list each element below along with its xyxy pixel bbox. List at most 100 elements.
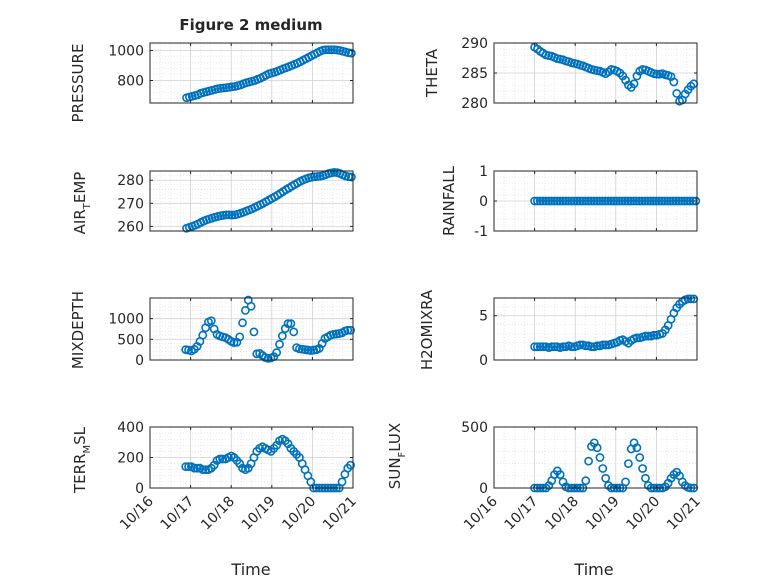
y-tick-label: 280 bbox=[117, 173, 144, 189]
data-point bbox=[629, 79, 639, 89]
figure-title: Figure 2 medium bbox=[179, 16, 322, 34]
data-point bbox=[643, 331, 653, 341]
xlabel-right: Time bbox=[573, 560, 613, 579]
y-tick-label: 270 bbox=[117, 196, 144, 212]
ylabel-terr-msl-sub: M bbox=[82, 445, 93, 454]
data-point bbox=[184, 462, 193, 472]
data-point bbox=[691, 196, 701, 206]
y-tick-label: 400 bbox=[117, 420, 144, 436]
data-point bbox=[181, 462, 191, 472]
data-point bbox=[561, 196, 571, 206]
data-point bbox=[533, 342, 542, 352]
y-tick-label: 285 bbox=[461, 66, 488, 82]
axes-box bbox=[493, 426, 698, 489]
data-point bbox=[558, 196, 568, 206]
data-point bbox=[547, 196, 556, 206]
ylabel-air-temp-part1: AIR bbox=[71, 209, 89, 234]
data-point bbox=[321, 45, 331, 55]
ylabel-terr-msl-part1: TERR bbox=[71, 454, 89, 495]
grid-lines bbox=[149, 170, 354, 232]
data-point bbox=[286, 319, 296, 329]
data-point bbox=[620, 196, 630, 206]
y-tick-label: 0 bbox=[479, 481, 488, 497]
data-point bbox=[640, 196, 650, 206]
y-tick-label: 5 bbox=[479, 309, 488, 325]
data-point bbox=[530, 342, 539, 352]
data-point bbox=[672, 89, 682, 98]
data-point bbox=[198, 465, 208, 475]
data-point bbox=[275, 339, 284, 349]
data-point bbox=[566, 196, 576, 206]
subplot-4: -1 0 1 bbox=[474, 164, 701, 240]
data-point bbox=[634, 196, 644, 206]
data-point bbox=[535, 342, 545, 352]
data-point bbox=[201, 465, 211, 475]
ylabel-h2omixra: H2OMIXRA bbox=[418, 289, 436, 370]
data-point bbox=[575, 340, 585, 350]
axes-box bbox=[149, 297, 354, 361]
data-point bbox=[641, 473, 650, 483]
data-point bbox=[668, 196, 678, 206]
data-point bbox=[343, 325, 353, 335]
data-point bbox=[595, 196, 605, 206]
data-point bbox=[558, 342, 568, 352]
data-point bbox=[272, 348, 282, 357]
y-tick-label: 0 bbox=[135, 353, 144, 369]
data-point bbox=[329, 167, 339, 177]
data-point bbox=[189, 463, 199, 473]
y-tick-label: 0 bbox=[135, 481, 144, 497]
data-point bbox=[533, 196, 542, 206]
data-point bbox=[637, 196, 647, 206]
data-point bbox=[567, 342, 576, 352]
data-point bbox=[544, 196, 554, 206]
data-point bbox=[598, 464, 608, 473]
data-point bbox=[638, 464, 647, 473]
y-tick-label: 0 bbox=[479, 194, 488, 210]
data-point bbox=[649, 330, 659, 340]
data-point bbox=[685, 196, 695, 206]
y-tick-label: 800 bbox=[117, 74, 144, 90]
data-point bbox=[646, 196, 655, 206]
data-point bbox=[683, 294, 693, 304]
y-tick-label: 290 bbox=[461, 36, 488, 52]
ylabel-mixdepth: MIXDEPTH bbox=[69, 291, 87, 369]
data-point bbox=[592, 443, 602, 453]
y-tick-label: 1 bbox=[479, 164, 488, 180]
subplot-panels: 8001000280285290260270280-10105001000050… bbox=[108, 36, 703, 533]
y-tick-label: 1000 bbox=[108, 44, 144, 60]
data-point bbox=[312, 172, 322, 181]
y-tick-label: 1000 bbox=[108, 312, 144, 328]
data-point bbox=[581, 476, 591, 486]
data-point bbox=[682, 196, 692, 206]
data-point bbox=[641, 331, 650, 341]
data-point bbox=[578, 196, 588, 206]
data-series bbox=[530, 42, 699, 106]
data-point bbox=[629, 196, 638, 206]
ylabel-sun-flux-part1: SUN bbox=[386, 457, 404, 489]
data-point bbox=[598, 340, 608, 350]
data-point bbox=[626, 196, 636, 206]
y-tick-label: 500 bbox=[117, 332, 144, 348]
data-point bbox=[651, 196, 661, 206]
data-point bbox=[600, 196, 610, 206]
ylabel-sun-flux-part2: LUX bbox=[386, 423, 404, 452]
data-point bbox=[552, 196, 562, 206]
ylabel-sun-flux: SUNFLUX bbox=[386, 423, 408, 489]
data-point bbox=[615, 196, 624, 206]
grid-lines bbox=[493, 426, 698, 489]
data-point bbox=[648, 196, 658, 206]
ylabel-theta: THETA bbox=[423, 48, 441, 98]
ylabel-air-temp: AIRTEMP bbox=[71, 172, 93, 235]
data-point bbox=[283, 319, 293, 329]
subplot-3: 260 270 280 bbox=[117, 167, 356, 235]
grid-lines bbox=[149, 426, 354, 489]
data-point bbox=[581, 341, 591, 351]
data-point bbox=[227, 210, 237, 220]
data-point bbox=[677, 196, 687, 206]
data-point bbox=[538, 342, 548, 352]
data-point bbox=[575, 196, 585, 206]
data-point bbox=[289, 327, 299, 337]
data-point bbox=[623, 196, 633, 206]
data-point bbox=[643, 196, 653, 206]
axes-box bbox=[149, 170, 354, 232]
